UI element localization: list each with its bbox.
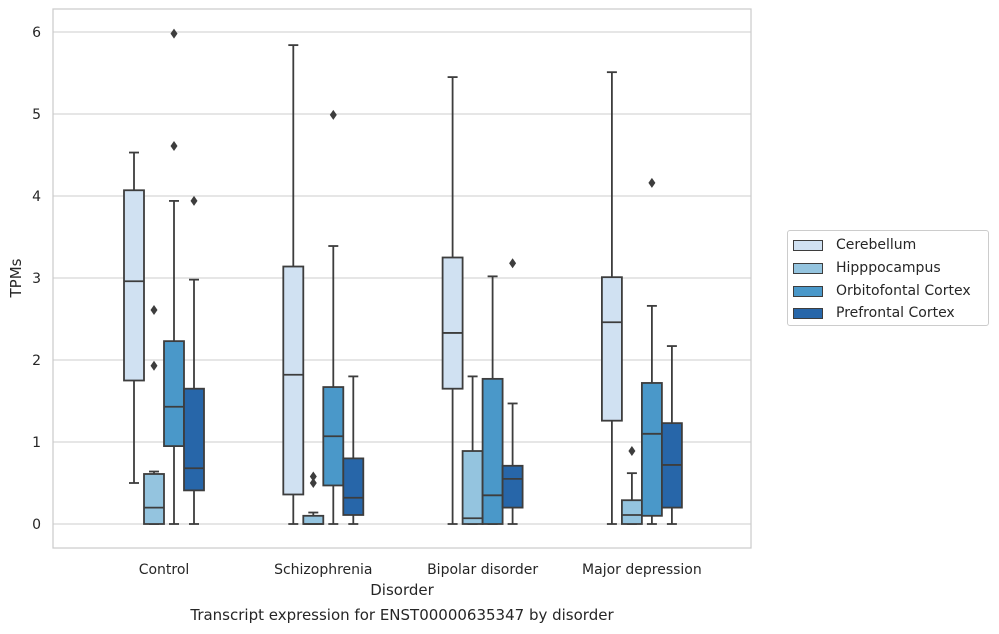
outlier-point bbox=[309, 478, 317, 488]
box bbox=[342, 457, 365, 516]
legend: Cerebellum Hipppocampus Orbitofontal Cor… bbox=[787, 230, 989, 326]
legend-swatch bbox=[793, 239, 823, 251]
legend-item: Hipppocampus bbox=[793, 259, 941, 277]
x-tick-label: Bipolar disorder bbox=[427, 562, 538, 578]
legend-label: Hipppocampus bbox=[836, 260, 941, 276]
box bbox=[481, 377, 504, 525]
box bbox=[621, 499, 643, 525]
box-group bbox=[641, 177, 663, 525]
box bbox=[441, 256, 464, 390]
outlier-point bbox=[190, 195, 198, 206]
box-group bbox=[461, 375, 484, 525]
outlier-point bbox=[170, 140, 178, 151]
x-tick-label: Major depression bbox=[582, 562, 702, 578]
legend-item: Prefrontal Cortex bbox=[793, 304, 955, 322]
box bbox=[163, 340, 185, 448]
box-group bbox=[661, 345, 683, 525]
outlier-point bbox=[648, 177, 656, 188]
box bbox=[302, 514, 325, 525]
box-group bbox=[621, 446, 643, 525]
box-group bbox=[322, 109, 345, 525]
y-tick-label: 1 bbox=[32, 435, 41, 451]
y-tick-labels: 0 1 2 3 4 5 6 bbox=[32, 25, 41, 533]
x-tick-label: Schizophrenia bbox=[274, 562, 372, 578]
box-group bbox=[481, 275, 504, 525]
box-group bbox=[501, 258, 524, 525]
y-tick-label: 4 bbox=[32, 189, 41, 205]
legend-label: Orbitofontal Cortex bbox=[836, 283, 971, 299]
legend-swatch bbox=[793, 262, 823, 274]
legend-item: Cerebellum bbox=[793, 236, 916, 254]
outlier-point bbox=[150, 360, 158, 371]
box bbox=[501, 464, 524, 509]
box-group bbox=[342, 375, 365, 525]
outlier-point bbox=[329, 109, 337, 120]
box-group bbox=[601, 71, 623, 525]
boxes bbox=[123, 28, 683, 525]
box-group bbox=[282, 44, 305, 525]
legend-label: Prefrontal Cortex bbox=[836, 305, 955, 321]
box-group bbox=[143, 304, 165, 525]
legend-swatch bbox=[793, 307, 823, 319]
outlier-point bbox=[509, 258, 517, 269]
box bbox=[601, 276, 623, 422]
x-axis-label: Disorder bbox=[370, 581, 434, 599]
chart-caption: Transcript expression for ENST0000063534… bbox=[190, 606, 614, 624]
outlier-point bbox=[150, 304, 158, 315]
box-group bbox=[163, 28, 185, 525]
y-tick-label: 0 bbox=[32, 517, 41, 533]
box bbox=[461, 450, 484, 525]
x-tick-labels: Control Schizophrenia Bipolar disorder Majo… bbox=[139, 562, 702, 578]
x-tick-label: Control bbox=[139, 562, 190, 578]
y-tick-label: 2 bbox=[32, 353, 41, 369]
legend-item: Orbitofontal Cortex bbox=[793, 282, 971, 300]
box bbox=[641, 382, 663, 517]
y-tick-label: 3 bbox=[32, 271, 41, 287]
box bbox=[183, 387, 205, 492]
outlier-point bbox=[628, 446, 636, 457]
box bbox=[123, 189, 145, 382]
box-group bbox=[183, 195, 205, 525]
outlier-point bbox=[170, 28, 178, 39]
plot-frame bbox=[52, 8, 752, 549]
y-axis-label: TPMs bbox=[7, 258, 25, 298]
y-tick-label: 6 bbox=[32, 25, 41, 41]
y-tick-label: 5 bbox=[32, 107, 41, 123]
box bbox=[143, 473, 165, 525]
box bbox=[282, 265, 305, 496]
box-group bbox=[302, 471, 325, 525]
outlier-point bbox=[309, 471, 317, 482]
box-group bbox=[123, 151, 145, 484]
box-group bbox=[441, 76, 464, 525]
legend-swatch bbox=[793, 285, 823, 297]
legend-label: Cerebellum bbox=[836, 237, 917, 253]
